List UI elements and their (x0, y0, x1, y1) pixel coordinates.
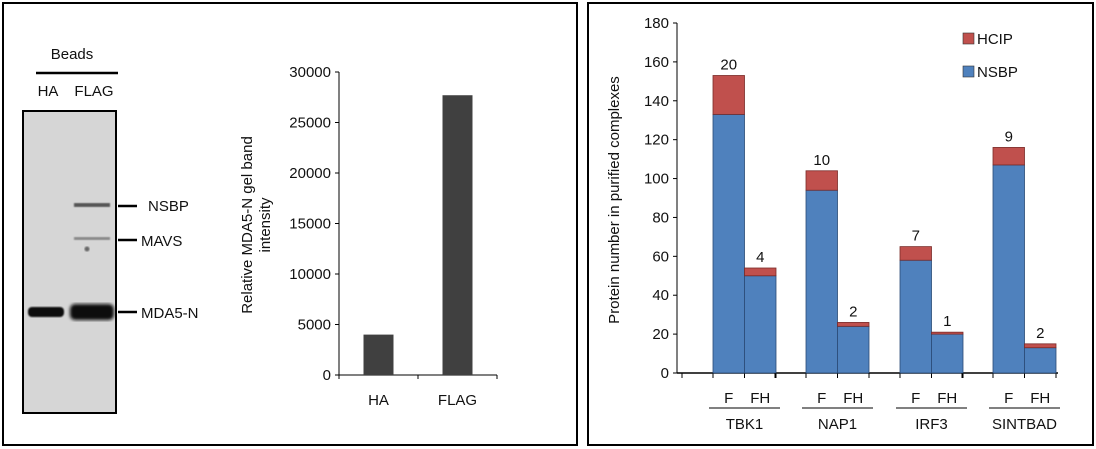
c2-bar-hcip-sintbad-fh (1024, 343, 1057, 349)
intensity-bar-chart: Relative MDA5-N gel band intensity 0 5000… (239, 64, 498, 409)
c2-bar-nsbp-irf3-f (899, 259, 932, 374)
nsbp-band (74, 203, 110, 207)
c2-subcategory-label: FH (843, 390, 863, 407)
c2-legend-label-nsbp: NSBP (977, 64, 1018, 81)
lane-label-flag: FLAG (74, 83, 113, 100)
c2-subcategory-label: F (817, 390, 826, 407)
c2-bar-hcip-irf3-fh (931, 331, 964, 335)
beads-label: Beads (51, 46, 94, 63)
c2-y-tick-label: 100 (644, 171, 669, 188)
c2-y-tick-label: 40 (652, 287, 669, 304)
c1-ylabel-line2: intensity (257, 197, 274, 253)
c1-y-tick-label: 5000 (298, 317, 331, 334)
c2-bar-nsbp-tbk1-f (712, 113, 745, 374)
c2-bar-nsbp-nap1-f (805, 189, 838, 374)
c2-subcategory-label: F (1004, 390, 1013, 407)
c1-bar-ha (363, 334, 394, 375)
c2-subcategory-label: FH (937, 390, 957, 407)
c2-data-label: 10 (813, 152, 830, 169)
c2-subcategory-label: F (724, 390, 733, 407)
c1-y-tick-label: 15000 (289, 216, 331, 233)
c2-bar-hcip-nap1-f (805, 170, 838, 191)
c1-x-tick-label: FLAG (438, 392, 477, 409)
c2-data-label: 4 (756, 249, 764, 266)
c1-x-tick-label: HA (368, 392, 389, 409)
c2-group-label: IRF3 (915, 416, 948, 433)
c2-y-tick-label: 120 (644, 132, 669, 149)
mda5n-band-ha (28, 307, 64, 317)
gel-image: Beads HA FLAG NSBP MAVS MDA5-N (22, 46, 199, 414)
c1-y-tick-label: 20000 (289, 165, 331, 182)
c2-ylabel: Protein number in purified complexes (606, 76, 623, 324)
c2-bar-nsbp-irf3-fh (931, 333, 964, 374)
c2-bar-hcip-nap1-fh (837, 322, 870, 327)
band-label-mda5n: MDA5-N (141, 305, 199, 322)
c1-ylabel-line1: Relative MDA5-N gel band (239, 136, 256, 314)
c2-data-label: 2 (1036, 325, 1044, 342)
c2-bar-nsbp-tbk1-fh (744, 275, 777, 374)
c2-group-label: NAP1 (818, 416, 857, 433)
gel-spot (84, 246, 90, 252)
c2-data-label: 9 (1005, 128, 1013, 145)
c2-y-tick-label: 20 (652, 326, 669, 343)
c2-bar-nsbp-nap1-fh (837, 325, 870, 374)
c2-legend-swatch-nsbp (962, 65, 975, 78)
c1-y-tick-label: 30000 (289, 64, 331, 81)
c2-bar-hcip-sintbad-f (992, 147, 1025, 166)
mavs-band (74, 237, 110, 240)
protein-stacked-bar-chart: Protein number in purified complexes 0 20… (606, 15, 1060, 433)
c2-bar-hcip-tbk1-fh (744, 267, 777, 277)
c2-y-tick-label: 140 (644, 93, 669, 110)
mda5n-band-flag (70, 304, 114, 320)
band-label-nsbp: NSBP (148, 198, 189, 215)
gel-blot (22, 110, 117, 414)
c2-y-tick-label: 80 (652, 209, 669, 226)
c1-bar-flag (442, 95, 473, 375)
c2-y-tick-label: 60 (652, 248, 669, 265)
c2-y-tick-label: 160 (644, 54, 669, 71)
c2-group-label: TBK1 (726, 416, 764, 433)
c2-data-label: 20 (720, 57, 737, 74)
c2-legend-label-hcip: HCIP (977, 31, 1013, 48)
c2-subcategory-label: FH (750, 390, 770, 407)
c2-bar-nsbp-sintbad-f (992, 164, 1025, 374)
c2-y-tick-label: 180 (644, 15, 669, 32)
c2-bar-hcip-irf3-f (899, 246, 932, 261)
c1-y-tick-label: 0 (323, 367, 331, 384)
left-panel-border (2, 2, 578, 446)
c2-legend-swatch-hcip (962, 32, 975, 45)
c2-subcategory-label: F (911, 390, 920, 407)
lane-label-ha: HA (38, 83, 59, 100)
c2-data-label: 7 (912, 228, 920, 245)
c1-y-tick-label: 25000 (289, 115, 331, 132)
c2-data-label: 1 (943, 313, 951, 330)
c2-y-tick-label: 0 (661, 365, 669, 382)
c2-bar-hcip-tbk1-f (712, 75, 745, 115)
c2-bar-nsbp-sintbad-fh (1024, 347, 1057, 374)
band-label-mavs: MAVS (141, 233, 182, 250)
c1-y-tick-label: 10000 (289, 266, 331, 283)
c2-subcategory-label: FH (1030, 390, 1050, 407)
c2-data-label: 2 (849, 303, 857, 320)
c2-group-label: SINTBAD (992, 416, 1057, 433)
right-panel-border (587, 2, 1094, 446)
